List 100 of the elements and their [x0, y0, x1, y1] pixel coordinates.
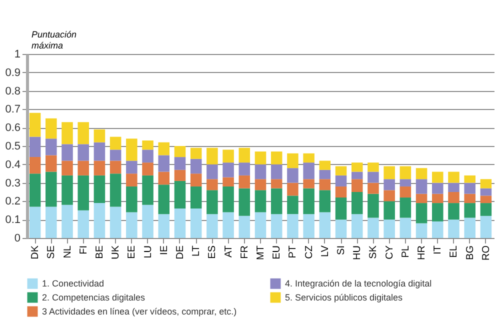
- x-tick-label: AT: [223, 246, 234, 258]
- bar: [368, 218, 379, 238]
- bar: [335, 175, 347, 186]
- bar: [206, 148, 218, 164]
- x-tick-label: MT: [256, 246, 266, 260]
- bar: [206, 179, 218, 190]
- bar: [432, 203, 444, 222]
- x-tick-label: BE: [94, 245, 106, 259]
- bar: [142, 140, 154, 150]
- bar: [303, 214, 314, 238]
- bar: [222, 212, 234, 238]
- x-tick-label: IT: [432, 246, 444, 254]
- bar: [206, 190, 218, 214]
- bar: [351, 162, 363, 172]
- y-axis-title: Puntuación máxima: [32, 30, 77, 50]
- bar: [29, 174, 41, 207]
- bar: [62, 122, 73, 144]
- bar: [400, 179, 412, 186]
- bar: [448, 203, 460, 220]
- bar: [287, 182, 298, 196]
- bar: [238, 216, 250, 238]
- bar: [206, 164, 218, 180]
- bar: [287, 214, 298, 238]
- x-tick-label: FR: [239, 246, 250, 259]
- x-tick-label: EL: [448, 245, 460, 258]
- y-tick-label: 0.4: [5, 158, 20, 171]
- bar: [464, 203, 476, 218]
- bar: [368, 162, 379, 172]
- bar: [384, 166, 395, 180]
- bar: [46, 138, 57, 156]
- bar: [29, 112, 41, 137]
- bar: [94, 142, 106, 161]
- bar: [78, 122, 89, 144]
- bar: [94, 129, 106, 142]
- bar: [62, 160, 73, 176]
- bar: [190, 186, 202, 209]
- x-tick-label: LT: [191, 246, 202, 256]
- legend-label: 1. Conectividad: [42, 278, 104, 289]
- bar: [46, 206, 57, 238]
- bar: [238, 175, 250, 188]
- bar: [480, 196, 492, 204]
- bar: [335, 166, 347, 176]
- bar: [287, 153, 298, 168]
- x-tick-label: PL: [400, 245, 412, 258]
- bar: [400, 186, 412, 198]
- bar: [464, 194, 476, 204]
- bar: [206, 214, 218, 238]
- bar: [432, 221, 444, 238]
- bar: [351, 179, 363, 192]
- x-tick-label: IE: [158, 245, 170, 255]
- bar: [126, 138, 138, 161]
- bar: [190, 174, 202, 186]
- bar: [287, 168, 298, 183]
- bar: [384, 179, 395, 190]
- bar: [158, 184, 170, 214]
- bar: [464, 218, 476, 238]
- bar: [142, 150, 154, 163]
- bar: [62, 144, 73, 161]
- bar: [158, 142, 170, 156]
- bar: [174, 180, 186, 209]
- bar: [448, 172, 460, 183]
- bar: [448, 192, 460, 204]
- bar: [270, 152, 282, 164]
- y-tick-label: 0.5: [5, 140, 20, 152]
- bar: [190, 158, 202, 174]
- bar: [254, 164, 266, 180]
- y-tick-label: 0: [14, 232, 20, 244]
- x-tick-label: BG: [464, 245, 476, 260]
- bar: [319, 179, 331, 190]
- x-tick-label: FI: [78, 246, 90, 254]
- legend-label: 2. Competencias digitales: [42, 292, 146, 302]
- bar: [29, 206, 41, 238]
- bar: [368, 182, 379, 194]
- bar: [254, 179, 266, 190]
- bar: [142, 204, 154, 238]
- bar: [448, 182, 460, 192]
- bar: [78, 160, 89, 176]
- bar: [110, 160, 122, 174]
- x-tick-label: EU: [272, 246, 283, 260]
- bar: [46, 172, 57, 207]
- bar: [110, 136, 122, 150]
- bar: [319, 212, 331, 238]
- x-tick-label: LU: [142, 246, 154, 258]
- bar: [416, 203, 428, 224]
- bar: [190, 148, 202, 159]
- bar: [238, 148, 250, 163]
- bar: [303, 153, 314, 163]
- bar: [238, 162, 250, 176]
- bar: [432, 182, 444, 194]
- y-tick-label: 0.6: [5, 122, 20, 134]
- bar: [432, 172, 444, 183]
- bar: [174, 170, 186, 181]
- bar: [480, 179, 492, 188]
- bar: [254, 152, 266, 164]
- x-tick-label: SI: [336, 246, 348, 255]
- bar: [126, 160, 138, 174]
- x-tick-label: UK: [110, 245, 122, 260]
- bar: [29, 136, 41, 158]
- bar: [110, 206, 122, 238]
- y-tick-label: 0.2: [5, 196, 20, 208]
